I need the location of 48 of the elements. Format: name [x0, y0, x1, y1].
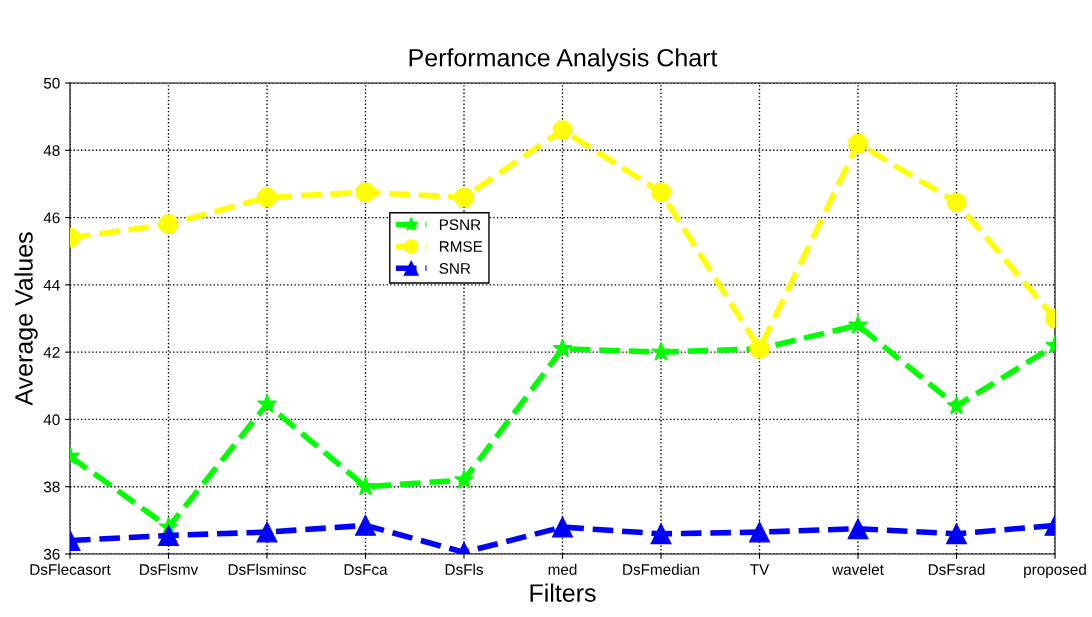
legend-label: RMSE	[439, 241, 483, 252]
x-tick-label: DsFsrad	[928, 563, 985, 575]
y-tick-label: 44	[43, 279, 60, 291]
x-tick-label: DsFmedian	[623, 563, 700, 575]
y-tick-label: 48	[43, 145, 60, 156]
y-tick-label: 46	[43, 212, 60, 224]
x-axis-title: Filters	[530, 583, 596, 602]
x-tick-label: med	[548, 563, 577, 575]
point	[158, 525, 179, 546]
point	[749, 521, 770, 543]
point	[946, 192, 967, 213]
point	[848, 133, 868, 154]
x-tick-label: DsFls	[445, 563, 483, 575]
point	[847, 518, 869, 540]
point	[158, 214, 179, 234]
point	[256, 521, 278, 543]
point	[454, 469, 474, 489]
point	[552, 516, 573, 538]
x-tick-label: proposed	[1024, 563, 1086, 578]
legend-label: SNR	[439, 263, 471, 274]
x-tick-label: DsFca	[344, 564, 388, 575]
point	[651, 341, 671, 361]
point	[355, 476, 376, 496]
y-tick-label: 40	[43, 414, 60, 426]
point	[355, 514, 376, 536]
point	[257, 393, 277, 413]
x-tick-label: DsFlsmv	[140, 563, 199, 575]
y-tick-label: 38	[43, 481, 60, 493]
point	[257, 187, 277, 208]
y-axis-title: Average Values	[14, 232, 38, 406]
point	[650, 523, 672, 545]
y-tick-label: 36	[43, 548, 60, 560]
x-tick-label: DsFlsminsc	[228, 563, 307, 575]
x-tick-label: TV	[750, 564, 770, 575]
y-tick-label: 50	[43, 77, 60, 89]
x-tick-label: wavelet	[832, 563, 884, 575]
point	[848, 314, 868, 334]
point	[454, 187, 474, 208]
point	[355, 182, 376, 203]
point	[651, 182, 671, 203]
x-tick-label: DsFlecasort	[30, 563, 111, 575]
point	[946, 523, 967, 545]
point	[552, 120, 573, 140]
y-tick-label: 42	[43, 347, 60, 358]
legend-label: PSNR	[439, 219, 481, 231]
chart-title: Performance Analysis Chart	[409, 48, 718, 72]
point	[946, 395, 967, 415]
point	[552, 338, 573, 358]
